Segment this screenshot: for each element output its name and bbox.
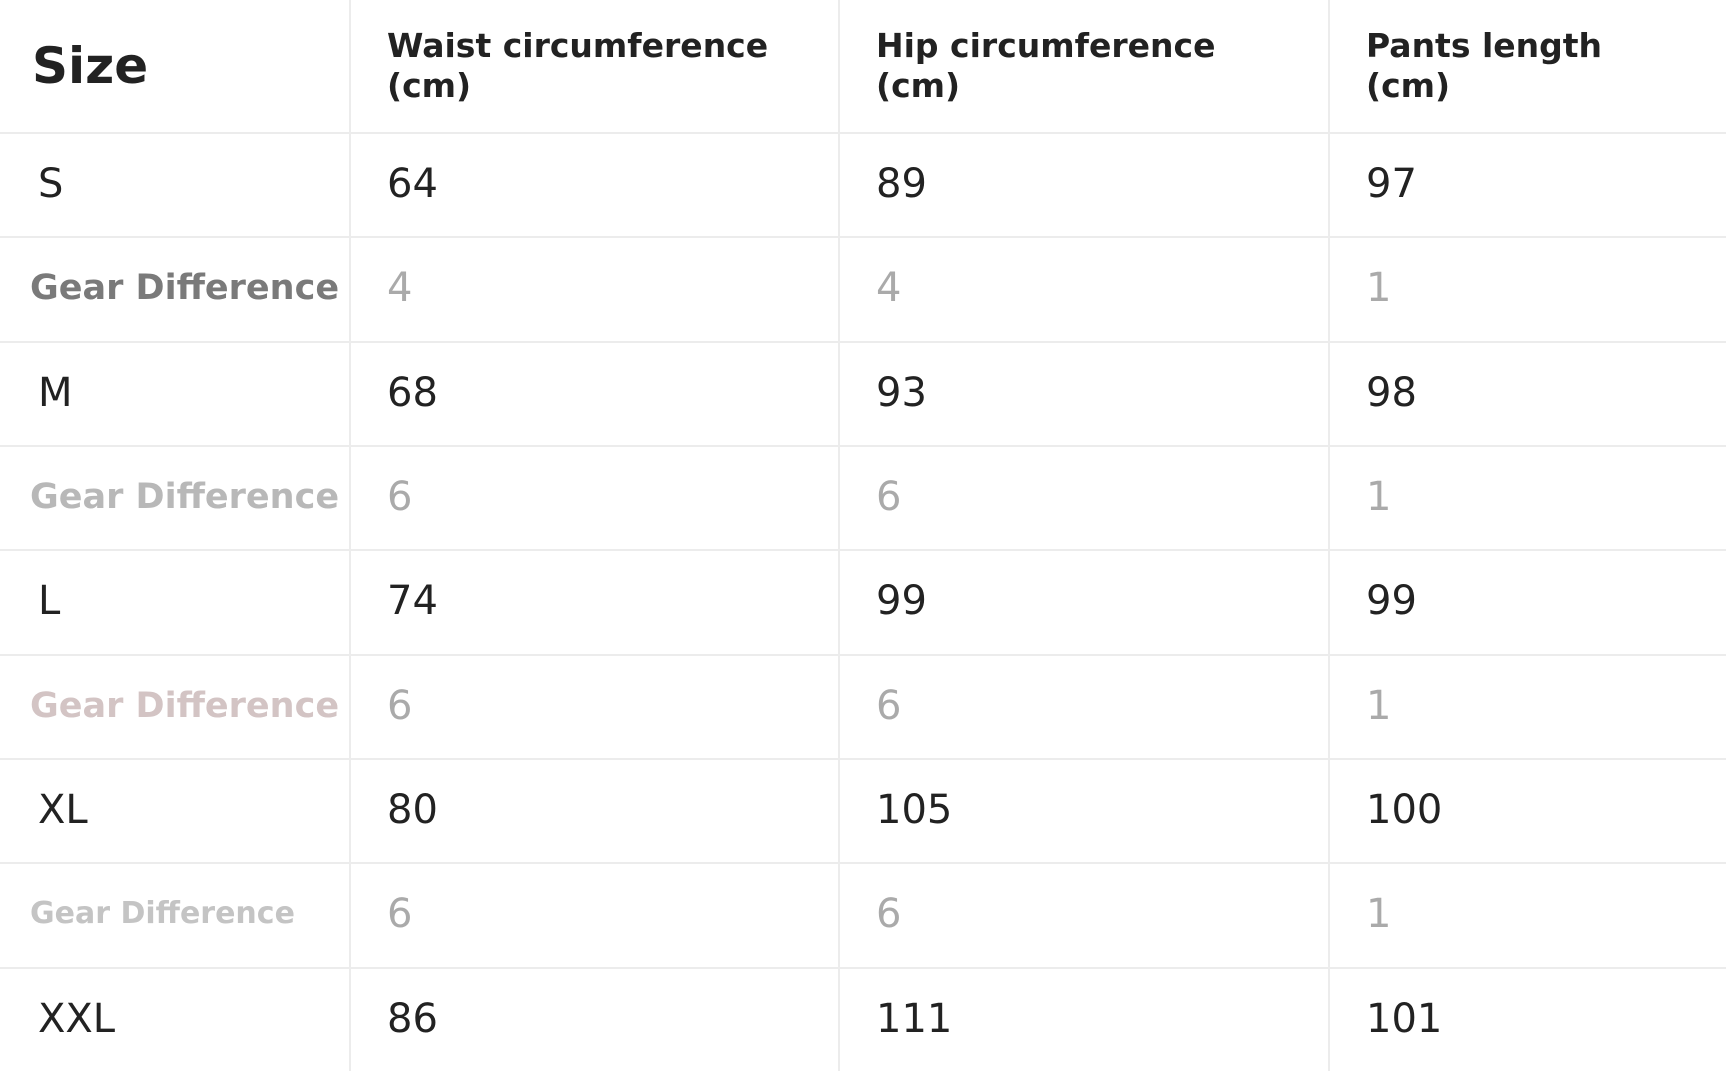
cell-value: 80 bbox=[387, 787, 438, 834]
row-divider bbox=[0, 340, 1726, 343]
row-label: Gear Difference bbox=[30, 477, 340, 518]
cell-value: 6 bbox=[876, 474, 902, 521]
cell-value: 4 bbox=[387, 265, 413, 312]
cell-value: 6 bbox=[876, 891, 902, 938]
row-divider bbox=[0, 653, 1726, 656]
cell-value: 1 bbox=[1366, 682, 1392, 729]
cell-value: 74 bbox=[387, 578, 438, 625]
column-divider bbox=[349, 0, 351, 1071]
cell-value: 6 bbox=[387, 682, 413, 729]
column-divider bbox=[838, 0, 840, 1071]
row-divider bbox=[0, 132, 1726, 134]
row-label: Gear Difference bbox=[30, 685, 340, 726]
cell-value: 6 bbox=[387, 891, 413, 938]
cell-value: 99 bbox=[1366, 578, 1417, 625]
row-label: Gear Difference bbox=[30, 896, 295, 932]
cell-value: 99 bbox=[876, 578, 927, 625]
header-cell: Size bbox=[32, 37, 149, 95]
cell-value: 101 bbox=[1366, 995, 1443, 1042]
row-label: L bbox=[38, 578, 61, 625]
cell-value: 98 bbox=[1366, 369, 1417, 416]
row-divider bbox=[0, 445, 1726, 447]
cell-value: 6 bbox=[876, 682, 902, 729]
row-divider bbox=[0, 966, 1726, 969]
cell-value: 105 bbox=[876, 787, 953, 834]
cell-value: 89 bbox=[876, 161, 927, 208]
row-label: XL bbox=[38, 787, 88, 834]
cell-value: 111 bbox=[876, 995, 953, 1042]
row-label: XXL bbox=[38, 995, 116, 1042]
row-label: S bbox=[38, 161, 64, 208]
row-divider bbox=[0, 236, 1726, 239]
row-divider bbox=[0, 758, 1726, 760]
cell-value: 4 bbox=[876, 265, 902, 312]
cell-value: 97 bbox=[1366, 161, 1417, 208]
cell-value: 1 bbox=[1366, 474, 1392, 521]
cell-value: 86 bbox=[387, 995, 438, 1042]
cell-value: 100 bbox=[1366, 787, 1443, 834]
column-divider bbox=[1328, 0, 1330, 1071]
row-divider bbox=[0, 549, 1726, 552]
cell-value: 68 bbox=[387, 369, 438, 416]
row-label: Gear Difference bbox=[30, 268, 340, 309]
cell-value: 64 bbox=[387, 161, 438, 208]
cell-value: 1 bbox=[1366, 891, 1392, 938]
row-label: M bbox=[38, 369, 73, 416]
row-divider bbox=[0, 862, 1726, 865]
header-cell: Waist circumference (cm) bbox=[387, 26, 769, 105]
header-cell: Pants length (cm) bbox=[1366, 26, 1603, 105]
header-cell: Hip circumference (cm) bbox=[876, 26, 1216, 105]
cell-value: 6 bbox=[387, 474, 413, 521]
cell-value: 93 bbox=[876, 369, 927, 416]
cell-value: 1 bbox=[1366, 265, 1392, 312]
